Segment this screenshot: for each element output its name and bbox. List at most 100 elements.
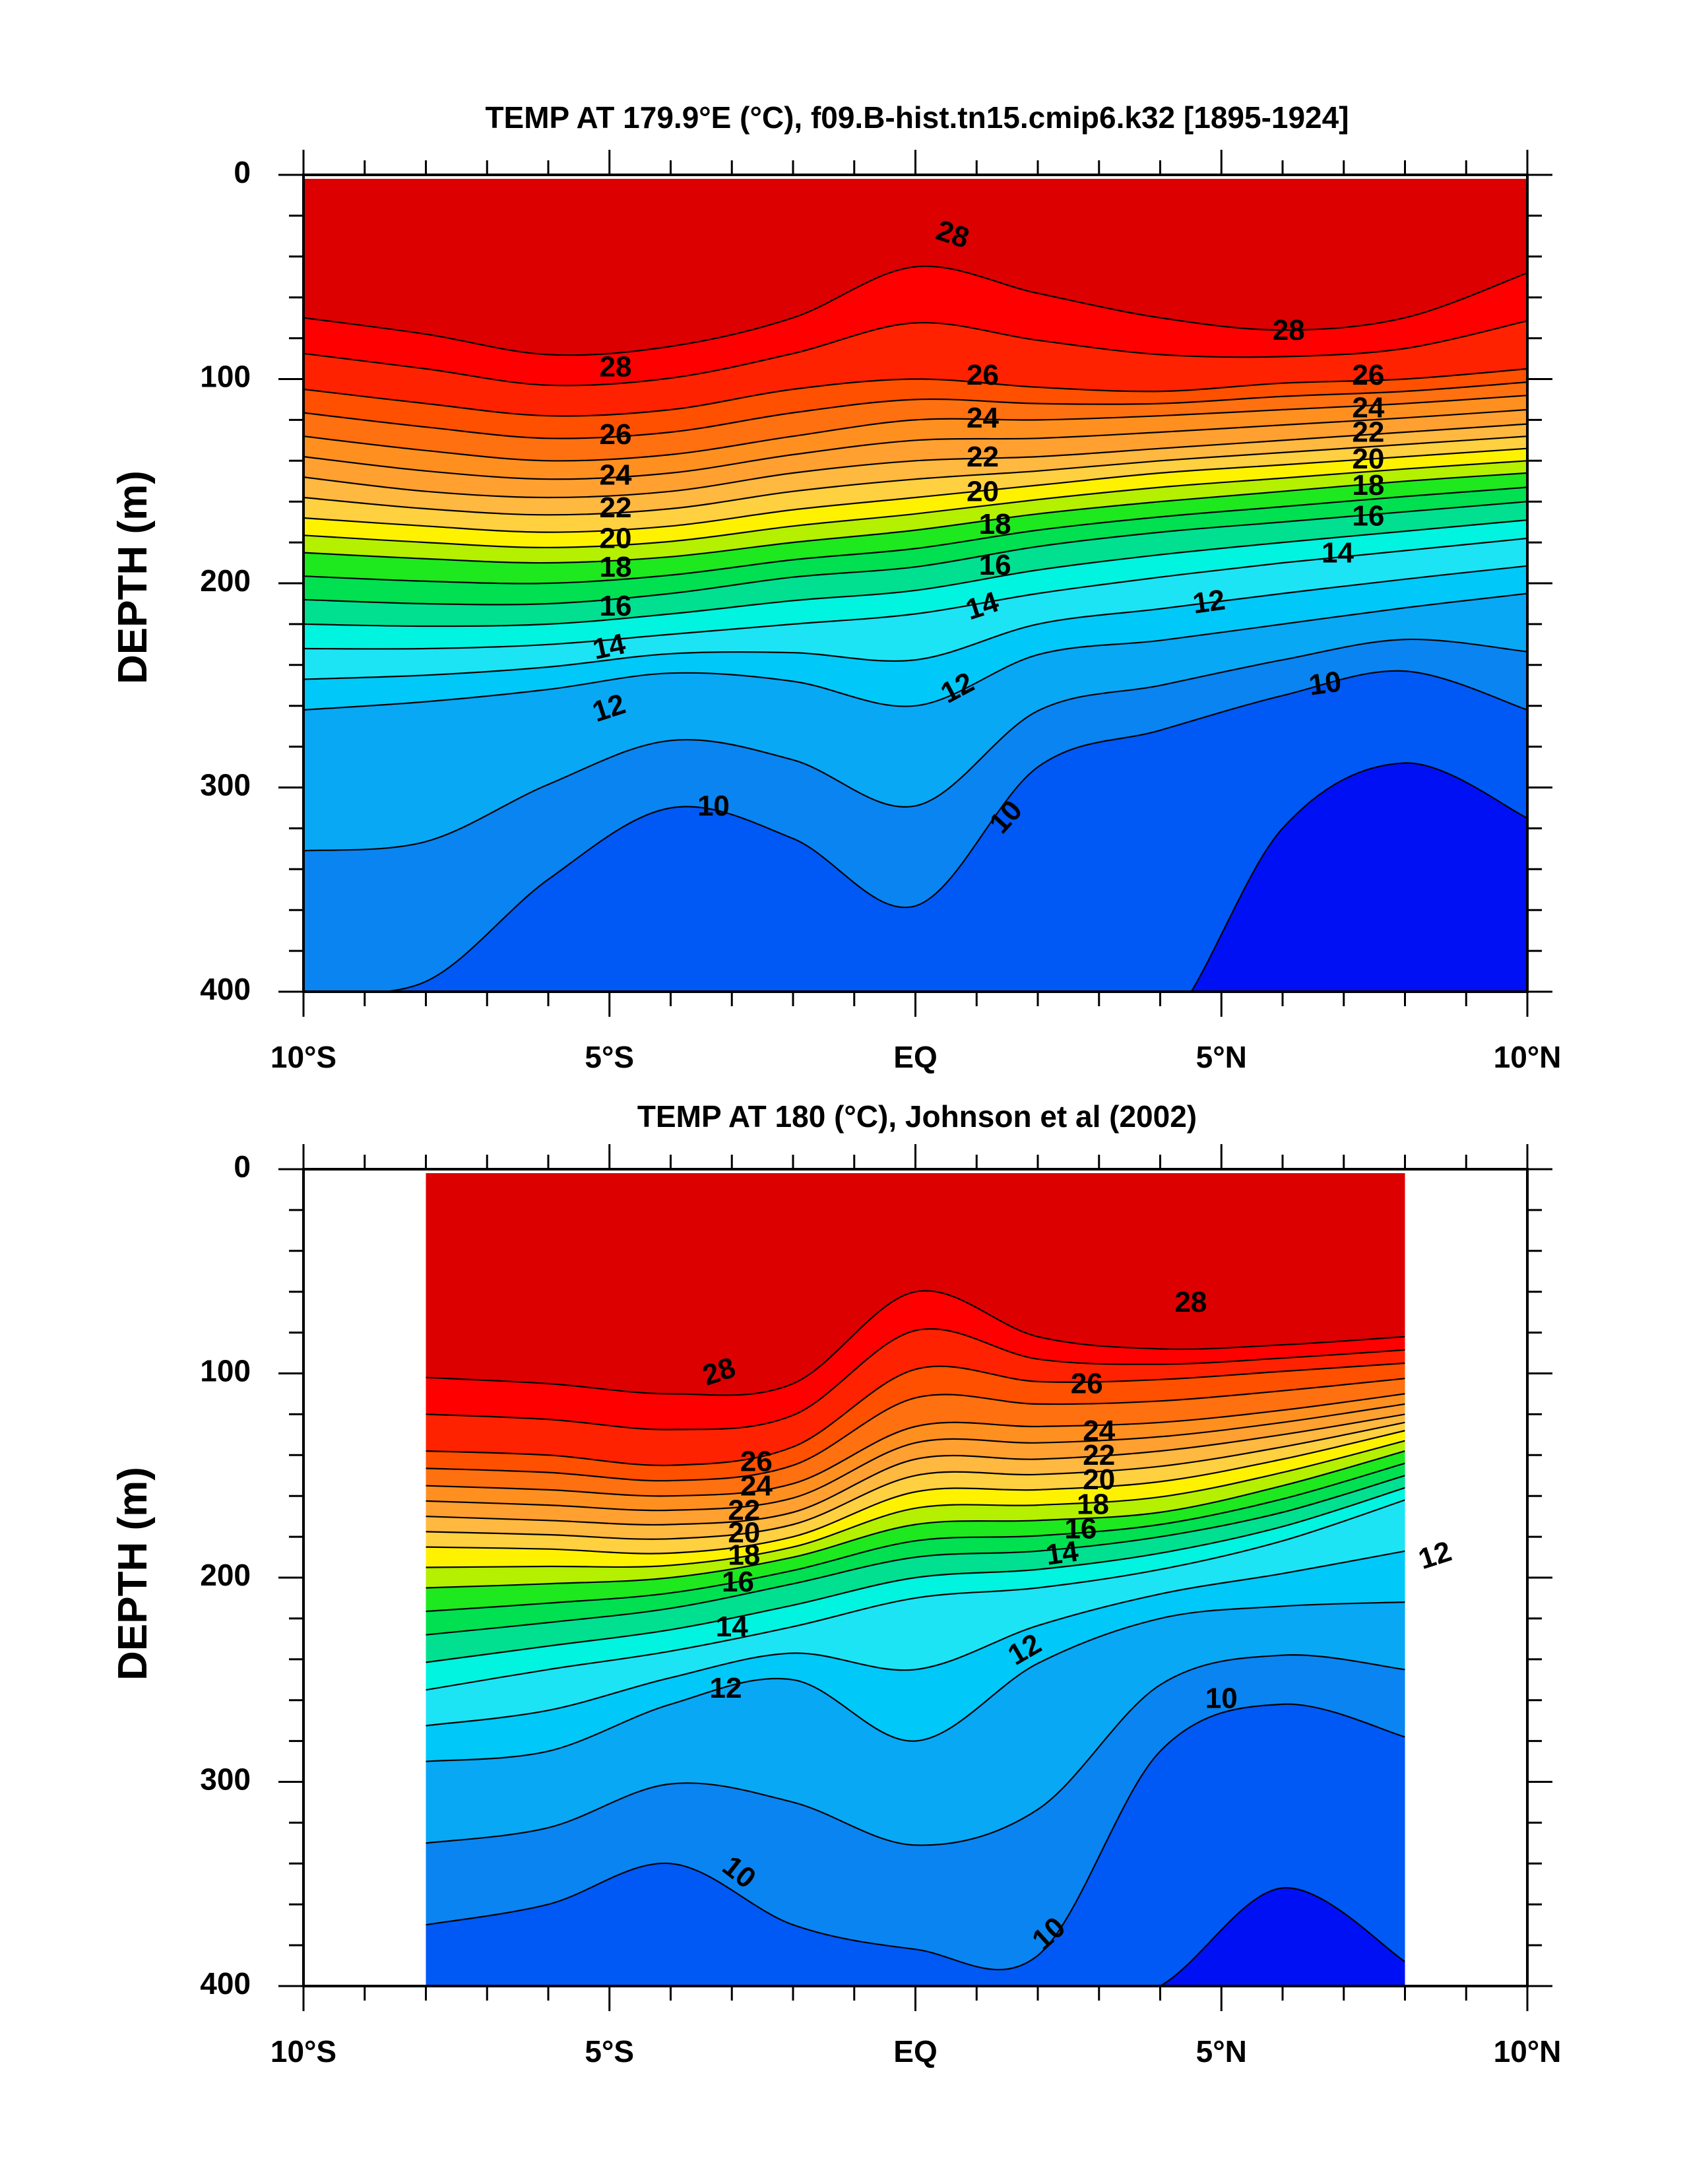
contour-label: 18: [1352, 469, 1384, 501]
contour-label: 18: [1077, 1488, 1109, 1520]
contour-label: 24: [1083, 1415, 1115, 1447]
contour-label: 14: [1044, 1535, 1081, 1571]
contour-labels: 2828262624242222202018181616141412121210…: [699, 1286, 1455, 1956]
isotherm-20C: [303, 447, 1527, 533]
contour-label: 18: [728, 1539, 760, 1572]
isotherm-13C: [303, 565, 1527, 680]
x-tick-label: EQ: [893, 2034, 937, 2069]
axes: 0 100 200 300 400 10°S 5°S EQ 5°N 10°N: [200, 150, 1561, 1074]
contour-label: 12: [1415, 1535, 1455, 1576]
isotherm-14C: [303, 537, 1527, 650]
isotherm-22C: [426, 1413, 1405, 1526]
contour-fills: [303, 179, 1527, 992]
isotherm-11C: [303, 638, 1527, 852]
isotherm-9C: [1190, 762, 1527, 992]
contour-label: 16: [600, 590, 632, 622]
x-tick-label: 10°N: [1494, 2034, 1562, 2069]
x-tick-label: 5°S: [585, 2034, 634, 2069]
band-9C-top: [1160, 1888, 1405, 1986]
isotherm-11C: [426, 1654, 1405, 1846]
contour-label: 12: [709, 1672, 742, 1704]
isotherm-16C: [303, 501, 1527, 606]
isotherm-10C: [303, 670, 1527, 992]
contour-label: 26: [1071, 1368, 1103, 1400]
isotherm-24C: [303, 395, 1527, 462]
isotherm-12C: [303, 593, 1527, 711]
contour-label: 22: [967, 441, 999, 473]
contour-label: 26: [1352, 359, 1384, 391]
y-tick-label: 100: [200, 1354, 251, 1388]
contour-label: 16: [979, 549, 1011, 581]
contour-label: 20: [600, 523, 632, 555]
y-tick-label: 200: [200, 563, 251, 598]
y-tick-label: 0: [234, 1149, 251, 1184]
contour-label: 26: [600, 418, 632, 451]
contour-label: 18: [600, 551, 632, 583]
y-tick-label: 100: [200, 360, 251, 394]
isotherm-28C: [303, 265, 1527, 356]
contour-label: 22: [1083, 1439, 1115, 1471]
y-tick-label: 200: [200, 1558, 251, 1592]
isotherm-20C: [426, 1430, 1405, 1555]
isotherm-12C: [426, 1601, 1405, 1762]
y-tick-label: 400: [200, 972, 251, 1006]
isotherm-16C: [426, 1475, 1405, 1636]
isotherm-18C: [303, 472, 1527, 564]
contour-label: 28: [1273, 314, 1305, 346]
y-tick-label: 300: [200, 1762, 251, 1797]
contour-fills: [426, 1173, 1405, 1986]
contour-label: 26: [740, 1445, 773, 1477]
contour-label: 22: [728, 1494, 760, 1527]
contour-label: 10: [1307, 665, 1343, 701]
contour-label: 28: [1174, 1286, 1207, 1318]
isotherm-24C: [426, 1393, 1405, 1497]
isotherm-14C: [426, 1499, 1405, 1691]
contour-lines: [426, 1290, 1405, 1986]
isotherm-25C: [426, 1378, 1405, 1482]
isotherm-26C: [426, 1362, 1405, 1467]
contour-label: 28: [600, 351, 632, 383]
isotherm-23C: [426, 1403, 1405, 1512]
x-tick-label: 10°S: [271, 2034, 336, 2069]
contour-label: 24: [740, 1469, 773, 1502]
panel-model: TEMP AT 179.9°E (°C), f09.B-hist.tn15.cm…: [110, 100, 1561, 1074]
isotherm-15C: [303, 519, 1527, 627]
y-tick-label: 0: [234, 155, 251, 189]
contour-label: 10: [697, 790, 730, 822]
contour-label: 22: [600, 492, 632, 524]
isotherm-27C: [303, 320, 1527, 387]
isotherm-13C: [426, 1550, 1405, 1727]
isotherm-28C: [426, 1290, 1405, 1396]
y-axis-label: DEPTH (m): [110, 1467, 156, 1681]
isotherm-15C: [426, 1487, 1405, 1663]
contour-label: 14: [1322, 536, 1354, 569]
panel-observed: TEMP AT 180 (°C), Johnson et al (2002) D…: [110, 1099, 1561, 2069]
contour-label: 14: [716, 1611, 748, 1643]
y-tick-label: 400: [200, 1966, 251, 2001]
plot-area: 2828262624242222202018181616141412121210…: [200, 1144, 1561, 2069]
contour-label: 10: [1205, 1682, 1238, 1714]
axes: 0 100 200 300 400 10°S 5°S EQ 5°N 10°N: [200, 1144, 1561, 2069]
y-axis-label: DEPTH (m): [110, 470, 156, 684]
contour-label: 18: [979, 508, 1011, 540]
contour-label: 16: [1352, 500, 1384, 532]
x-tick-label: 5°N: [1196, 1040, 1247, 1074]
contour-label: 22: [1352, 416, 1384, 449]
isotherm-17C: [303, 486, 1527, 585]
isotherm-17C: [426, 1462, 1405, 1613]
contour-label: 20: [1352, 443, 1384, 475]
band-9C-top: [1191, 763, 1527, 992]
isotherm-19C: [426, 1440, 1405, 1568]
contour-label: 20: [967, 475, 999, 507]
band-10C-top: [303, 670, 1527, 992]
isotherm-23C: [303, 408, 1527, 480]
x-tick-label: 5°S: [585, 1040, 634, 1074]
isotherm-9C: [1159, 1887, 1405, 1986]
isotherm-26C: [303, 368, 1527, 417]
x-tick-label: 5°N: [1196, 2034, 1247, 2069]
x-tick-label: 10°N: [1494, 1040, 1562, 1074]
contour-label: 24: [600, 459, 632, 492]
